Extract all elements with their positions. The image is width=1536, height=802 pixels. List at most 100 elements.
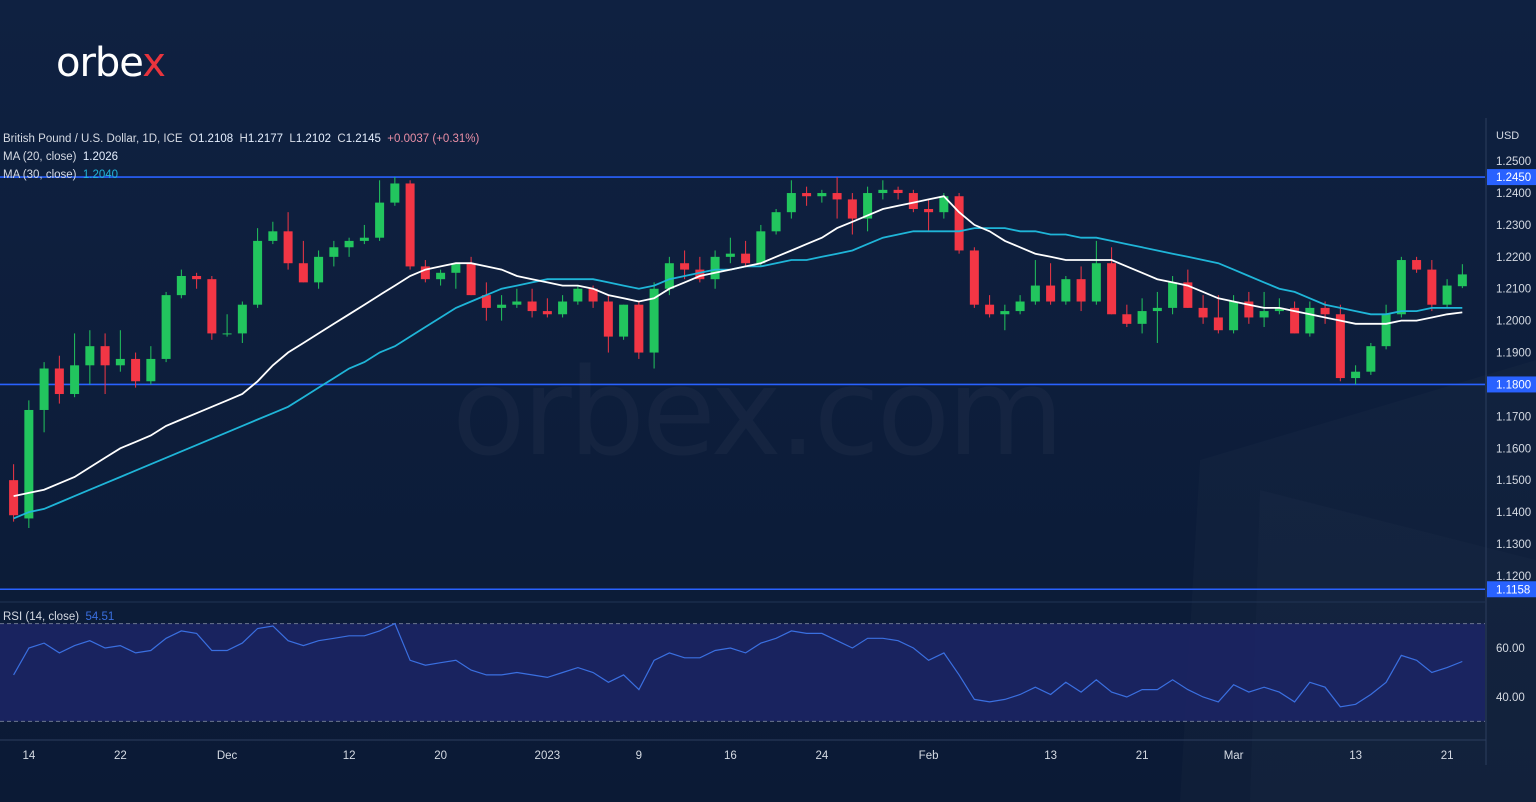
candle-bullish [786, 193, 796, 213]
rsi-band [0, 623, 1485, 722]
candle-bullish [512, 301, 522, 305]
high-value: 1.2177 [247, 133, 284, 145]
candle-bullish [359, 237, 369, 241]
candle-bearish [1198, 307, 1208, 318]
candle-bearish [954, 196, 964, 251]
time-tick-label: Dec [217, 750, 238, 762]
candle-bullish [939, 196, 949, 213]
open-label: O [189, 133, 198, 145]
candle-bullish [1000, 311, 1010, 315]
time-tick-label: 9 [636, 750, 642, 762]
time-tick-label: Mar [1224, 750, 1244, 762]
candle-bearish [1046, 285, 1056, 302]
price-tick-label: 1.1200 [1496, 571, 1531, 583]
candle-bearish [1076, 279, 1086, 302]
candle-bullish [253, 240, 263, 305]
price-tick-label: 1.2000 [1496, 316, 1531, 328]
candle-bearish [1183, 282, 1193, 308]
rsi-tick-label: 40.00 [1496, 692, 1525, 704]
candle-bullish [497, 304, 507, 308]
candle-bullish [649, 288, 659, 353]
candle-bullish [558, 301, 568, 315]
candle-bullish [1274, 307, 1284, 312]
high-label: H [239, 133, 248, 145]
candle-bullish [1381, 314, 1391, 347]
candle-bullish [1442, 285, 1452, 305]
candle-bearish [847, 199, 857, 219]
candle-bullish [176, 275, 186, 296]
candle-bullish [1137, 311, 1147, 324]
candle-bullish [161, 295, 171, 359]
candle-bullish [375, 202, 385, 238]
candle-bearish [1213, 317, 1223, 331]
candle-bullish [344, 240, 354, 248]
candle-bullish [573, 288, 583, 302]
candle-bullish [1061, 279, 1071, 302]
candle-bearish [527, 301, 537, 312]
time-tick-label: 20 [434, 750, 447, 762]
price-tick-label: 1.2400 [1496, 188, 1531, 200]
candle-bullish [1015, 301, 1025, 312]
candle-bullish [146, 358, 156, 382]
candle-bearish [405, 183, 415, 267]
candle-bullish [39, 368, 49, 410]
candle-bearish [298, 263, 308, 283]
candle-bullish [436, 272, 446, 280]
time-tick-label: 16 [724, 750, 737, 762]
candle-bullish [24, 409, 34, 519]
candle-bearish [588, 288, 598, 302]
time-tick-label: 14 [22, 750, 35, 762]
rsi-tick-label: 60.00 [1496, 643, 1525, 655]
price-tick-label: 1.2200 [1496, 252, 1531, 264]
candle-bullish [863, 193, 873, 219]
candle-bullish [619, 304, 629, 337]
time-tick-label: Feb [919, 750, 939, 762]
candle-bullish [1396, 260, 1406, 315]
time-tick-label: 2023 [535, 750, 561, 762]
candle-bullish [70, 365, 80, 395]
rsi-label: RSI (14, close) [3, 611, 80, 623]
time-tick-label: 13 [1044, 750, 1057, 762]
ma20-label: MA (20, close) [3, 151, 77, 163]
candle-bearish [695, 269, 705, 280]
candle-bullish [115, 358, 125, 366]
candle-bearish [466, 263, 476, 296]
candle-bearish [1122, 314, 1132, 324]
candle-bearish [1290, 307, 1300, 334]
ma30-legend: MA (30, close) 1.2040 [3, 169, 118, 181]
candle-bullish [237, 304, 247, 334]
candle-bullish [756, 231, 766, 264]
candle-bearish [969, 250, 979, 305]
brand-accent: x [142, 40, 166, 86]
ma20-line [13, 195, 1463, 497]
level-price-label: 1.1158 [1496, 584, 1530, 596]
candle-bearish [481, 295, 491, 308]
candle-bearish [802, 193, 812, 197]
change-value: +0.0037 (+0.31%) [387, 133, 480, 145]
price-tick-label: 1.2100 [1496, 284, 1531, 296]
candle-bearish [985, 304, 995, 315]
candle-bearish [54, 368, 64, 395]
price-tick-label: 1.1700 [1496, 411, 1531, 423]
candle-bullish [1259, 311, 1269, 318]
open-value: 1.2108 [197, 133, 234, 145]
rsi-value: 54.51 [85, 611, 115, 623]
time-tick-label: 22 [114, 750, 127, 762]
candle-bullish [1366, 346, 1376, 372]
candle-bullish [314, 256, 324, 283]
candle-bullish [1168, 282, 1178, 308]
symbol-name: British Pound / U.S. Dollar, 1D, ICE [3, 133, 183, 145]
candle-bullish [1457, 274, 1467, 287]
time-tick-label: 21 [1136, 750, 1149, 762]
ma20-legend: MA (20, close) 1.2026 [3, 151, 118, 163]
candle-bearish [283, 231, 293, 264]
candle-bullish [1351, 371, 1361, 379]
price-tick-label: 1.1500 [1496, 475, 1531, 487]
candle-bearish [192, 275, 202, 280]
candle-bullish [771, 212, 781, 232]
candle-bullish [878, 189, 888, 194]
price-tick-label: 1.1400 [1496, 507, 1531, 519]
watermark: orbex.com [452, 344, 1061, 483]
candle-bullish [1152, 307, 1162, 312]
